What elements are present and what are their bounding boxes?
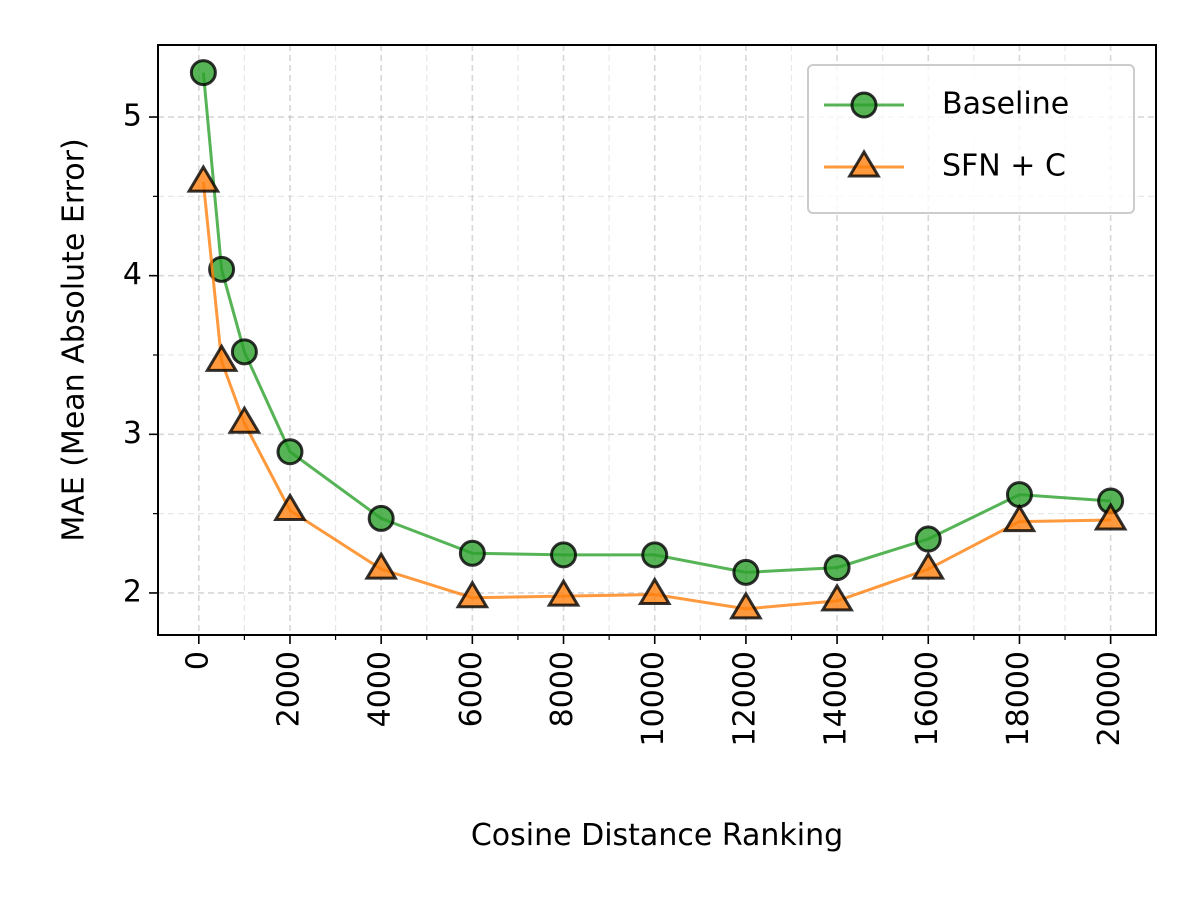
marker	[546, 578, 581, 607]
x-tick-label: 2000	[271, 651, 306, 727]
marker	[732, 558, 760, 586]
x-tick-label: 6000	[454, 651, 489, 727]
marker	[276, 438, 304, 466]
marker	[230, 338, 258, 366]
marker	[227, 405, 262, 434]
marker	[729, 590, 763, 620]
x-tick-label: 12000	[727, 651, 762, 746]
x-tick-label: 0	[180, 651, 215, 670]
marker	[914, 525, 942, 553]
legend-label: Baseline	[942, 87, 1069, 122]
x-tick-label: 10000	[636, 651, 671, 746]
x-tick-label: 8000	[545, 651, 580, 727]
x-tick-label: 14000	[819, 651, 854, 746]
marker	[820, 582, 854, 612]
marker	[637, 576, 672, 606]
plot-frame	[157, 44, 1157, 636]
legend: Baseline SFN + C	[807, 64, 1135, 214]
y-tick-label: 4	[123, 257, 142, 292]
x-axis-label: Cosine Distance Ranking	[471, 818, 843, 853]
marker	[458, 539, 486, 567]
legend-box	[807, 64, 1135, 214]
y-tick-label: 5	[123, 99, 142, 134]
x-tick-label: 18000	[1001, 651, 1036, 746]
marker	[189, 59, 217, 87]
marker	[204, 343, 239, 372]
marker	[455, 579, 490, 609]
marker	[208, 255, 236, 283]
marker	[367, 504, 395, 532]
marker	[641, 541, 669, 569]
x-tick-label: 16000	[910, 651, 945, 746]
marker	[364, 551, 399, 580]
y-tick-label: 2	[123, 574, 142, 609]
marker	[850, 91, 878, 119]
marker	[273, 492, 307, 521]
marker	[823, 554, 851, 582]
x-tick-label: 4000	[363, 651, 398, 727]
marker	[186, 164, 221, 193]
x-tick-label: 20000	[1092, 651, 1127, 746]
y-axis-label: MAE (Mean Absolute Error)	[57, 138, 92, 541]
y-tick-label: 3	[123, 416, 142, 451]
marker	[911, 551, 946, 580]
marker	[1093, 502, 1128, 531]
marker	[847, 149, 881, 178]
marker	[1005, 481, 1033, 509]
legend-label: SFN + C	[942, 149, 1066, 184]
marker	[1002, 503, 1037, 533]
marker	[550, 541, 578, 569]
